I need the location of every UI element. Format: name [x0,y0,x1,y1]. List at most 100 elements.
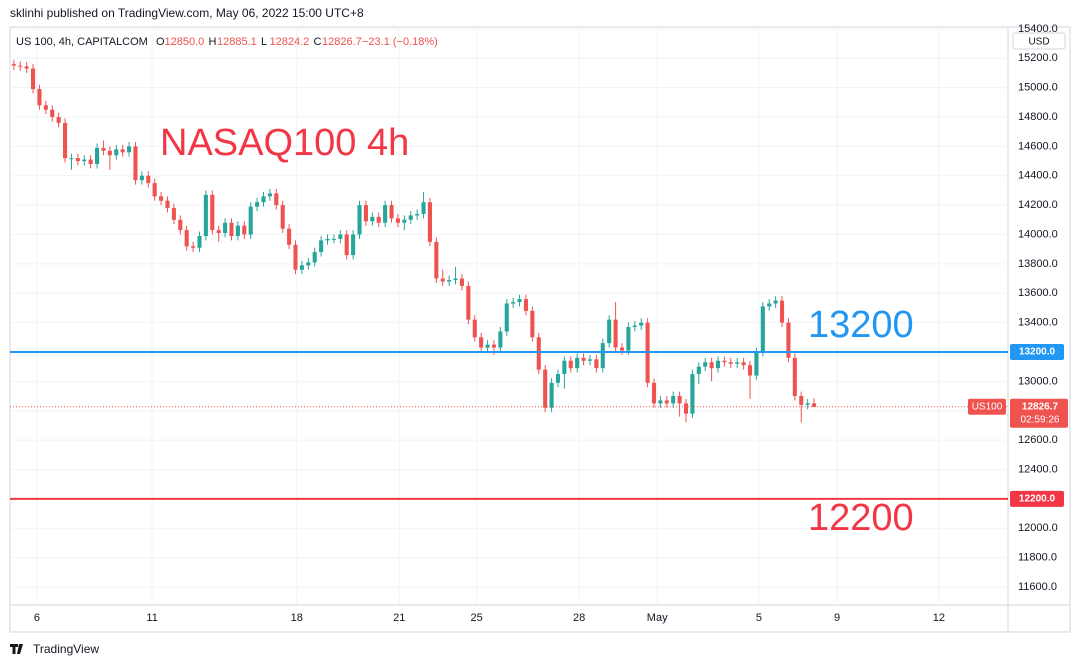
candle-body [536,337,541,370]
candle-body [338,234,343,239]
y-tick-label: 14400.0 [1018,170,1058,182]
legend-change: −23.1 (−0.18%) [362,36,438,48]
candle-body [395,218,400,223]
x-tick-label: 5 [756,612,762,624]
candle-body [664,400,669,404]
price-tag-label: 13200.0 [1019,347,1056,358]
legend-symbol: US 100, 4h, CAPITALCOM [16,36,148,48]
last-price-tag [1010,398,1068,428]
candle-body [658,400,663,404]
legend-key: L [261,36,267,48]
candle-body [408,215,413,220]
candle-body [619,347,625,351]
candle-body [472,319,477,338]
candle-body [280,205,285,229]
candle-body [165,200,170,209]
price-tag-label: 12200.0 [1019,493,1056,504]
candle-body [562,360,567,375]
candle-body [63,122,68,159]
y-tick-label: 15200.0 [1018,52,1058,64]
candle-body [191,246,196,248]
candle-body [447,280,452,282]
candle-body [735,362,740,364]
candle-body [11,64,16,66]
candle-body [267,193,272,197]
legend-value: 12826.7 [322,36,362,48]
candle-body [203,194,208,236]
x-tick-label: 9 [834,612,840,624]
candle-body [498,331,503,348]
candle-body [376,216,381,223]
candle-body [504,303,509,332]
candle-body [114,149,119,156]
candle-body [299,265,304,270]
candle-body [805,403,810,405]
x-tick-label: 28 [573,612,585,624]
candle-body [50,109,55,118]
y-tick-label: 12400.0 [1018,463,1058,475]
candle-body [242,225,247,235]
candle-body [120,149,125,153]
candle-body [811,403,817,407]
candle-body [344,234,349,256]
overlay: 13200.0 12200.0 US100 12826.7 02:59:26 [10,343,1068,507]
candle-body [459,278,464,286]
candle-body [594,359,599,369]
candle-body [747,365,753,376]
candle-body [43,105,48,110]
candle-body [639,322,644,326]
legend-key: H [209,36,217,48]
candle-body [677,396,682,404]
candle-body [511,302,516,304]
candle-body [703,362,708,367]
candle-body [715,360,721,369]
candle-body [357,205,362,235]
candle-body [159,196,164,201]
annotation: NASAQ100 4h [160,122,409,164]
legend-key: O [156,36,165,48]
x-tick-label: 6 [34,612,40,624]
annotation: 12200 [808,497,914,539]
candle-body [760,306,765,352]
candle-body [18,65,23,67]
currency-box [1012,32,1066,50]
countdown: 02:59:26 [1021,414,1060,425]
candle-body [75,158,80,162]
candle-body [95,147,100,165]
candle-body [363,205,368,222]
candle-body [171,208,176,220]
candle-body [383,205,388,223]
candle-body [69,158,74,160]
symbol-tag [968,398,1006,415]
candle-body [223,222,228,234]
y-tick-label: 14200.0 [1018,199,1058,211]
y-tick-label: 11800.0 [1018,551,1057,563]
candle-body [479,337,484,348]
legend: O 12850.0 H 12885.1 L 12824.2 C 12826.7 −23.1 (−… [156,36,438,48]
candle-body [415,213,420,216]
candle-body [24,66,29,69]
candle-body [178,219,183,231]
candle-body [139,175,144,181]
candle-body [651,382,657,404]
y-tick-label: 13600.0 [1018,287,1058,299]
candle-body [453,278,458,281]
x-tick-label: 12 [933,612,945,624]
candle-body [491,344,497,348]
candle-body [293,244,298,270]
candle-body [427,202,432,242]
candle-body [709,362,714,369]
candle-body [248,206,253,235]
candle-body [351,234,356,256]
legend-key: C [314,36,322,48]
candle-body [421,202,426,214]
candle-body [434,241,439,279]
candle-body [613,319,618,348]
legend-value: 12885.1 [217,36,257,48]
candle-body [30,68,36,90]
candle-body [56,117,61,123]
candle-body [632,325,637,328]
brand-name: TradingView [33,642,99,656]
candle-body [37,89,42,106]
